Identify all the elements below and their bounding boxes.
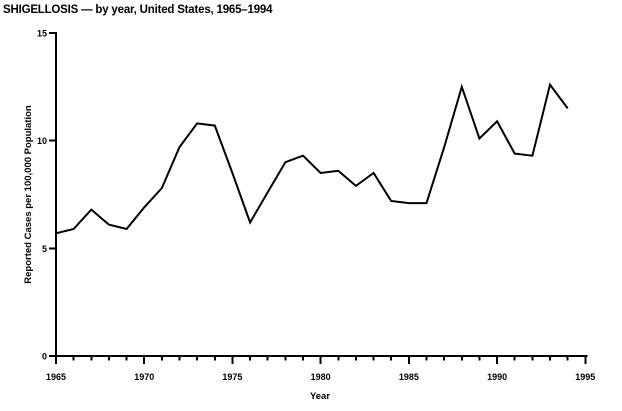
- chart-title: SHIGELLOSIS — by year, United States, 19…: [3, 4, 273, 16]
- x-tick-label: 1980: [311, 372, 331, 382]
- x-tick-label: 1965: [46, 372, 66, 382]
- x-tick-label: 1995: [575, 372, 595, 382]
- y-tick-label: 15: [37, 29, 47, 39]
- y-tick-label: 10: [37, 136, 47, 146]
- shigellosis-rate-line: [55, 82, 569, 235]
- x-tick-label: 1985: [399, 372, 419, 382]
- y-axis-title: Reported Cases per 100,000 Population: [23, 105, 34, 284]
- y-tick-label: 0: [42, 352, 47, 362]
- x-tick-label: 1990: [487, 372, 507, 382]
- x-tick-label: 1970: [134, 372, 154, 382]
- y-tick-label: 5: [42, 244, 47, 254]
- x-tick-label: 1975: [222, 372, 242, 382]
- x-axis-title: Year: [310, 391, 330, 402]
- axes: 0 5 10 15 1965 1970 1975 1980 1985 1990 1995: [37, 29, 595, 383]
- data-series: [55, 82, 569, 235]
